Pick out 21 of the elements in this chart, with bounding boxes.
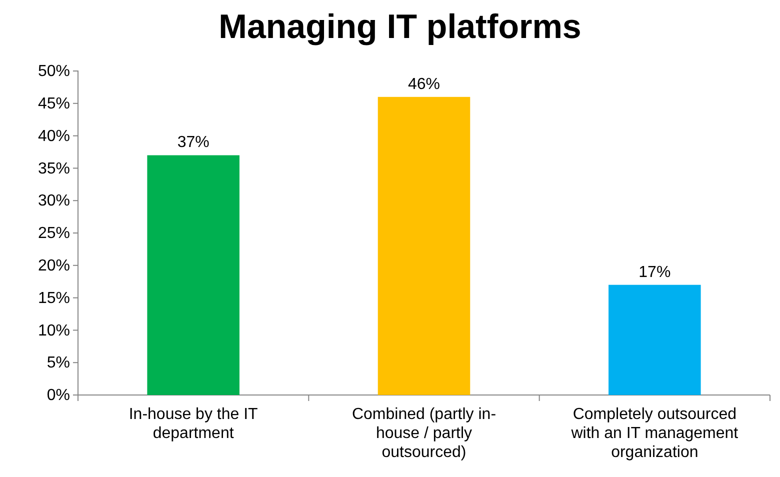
y-tick-label: 45% xyxy=(38,96,70,113)
data-label: 37% xyxy=(177,134,210,152)
x-tick-label: In-house by the IT department xyxy=(128,406,258,442)
x-tick-label: Completely outsourced with an IT management organization xyxy=(570,406,739,461)
y-tick-label: 0% xyxy=(46,387,70,404)
bar xyxy=(378,96,470,395)
bar xyxy=(147,155,240,395)
y-tick-label: 35% xyxy=(38,160,70,178)
data-label: 46% xyxy=(408,76,440,93)
y-tick-label: 15% xyxy=(38,290,70,307)
y-tick-label: 10% xyxy=(38,322,70,340)
y-tick-label: 30% xyxy=(38,192,70,210)
x-tick-label: Combined (partly in-house / partly outsourced) xyxy=(352,406,496,461)
y-tick-label: 50% xyxy=(38,63,70,80)
y-tick-label: 40% xyxy=(38,128,70,145)
data-label: 17% xyxy=(638,264,671,281)
bar xyxy=(608,284,701,395)
y-tick-label: 5% xyxy=(46,354,70,372)
y-tick-label: 25% xyxy=(38,225,70,242)
chart-title: Managing IT platforms xyxy=(218,8,582,46)
y-tick-label: 20% xyxy=(38,258,70,275)
